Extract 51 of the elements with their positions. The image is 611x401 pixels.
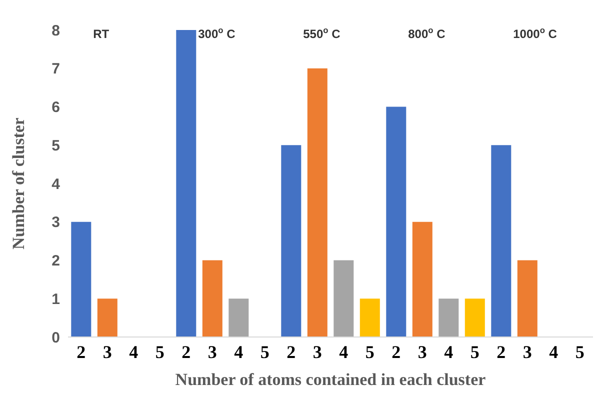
x-tick-label: 4 <box>234 342 244 362</box>
x-tick-label: 3 <box>522 342 532 362</box>
bar <box>71 222 92 337</box>
bar <box>281 145 302 337</box>
x-tick-label: 3 <box>102 342 112 362</box>
x-tick-label: 4 <box>444 342 454 362</box>
x-tick-label: 2 <box>76 342 86 362</box>
x-tick-label: 5 <box>470 342 480 362</box>
x-tick-label: 2 <box>286 342 296 362</box>
y-tick-label: 4 <box>52 176 61 193</box>
x-tick-label: 4 <box>339 342 348 362</box>
bar <box>176 30 196 337</box>
y-tick-label: 5 <box>52 137 60 154</box>
annotation: 300$^{o}$ C <box>198 25 236 41</box>
bar <box>464 298 485 337</box>
y-axis-title: Number of cluster <box>9 117 28 250</box>
bar <box>517 260 538 337</box>
x-tick-label: 2 <box>496 342 506 362</box>
x-tick-label: 5 <box>365 342 374 362</box>
bar <box>228 298 249 337</box>
bar <box>334 260 354 337</box>
x-axis-title: Number of atoms contained in each cluster <box>175 370 486 389</box>
bar <box>438 298 459 337</box>
x-tick-label: 3 <box>418 342 427 362</box>
annotation: 1000$^{o}$ C <box>513 25 558 41</box>
annotation: 550$^{o}$ C <box>303 25 341 41</box>
x-tick-label: 2 <box>182 342 191 362</box>
y-tick-label: 3 <box>52 214 60 232</box>
bar <box>386 106 406 337</box>
y-tick-label: 0 <box>52 329 60 346</box>
x-tick-label: 4 <box>549 342 558 362</box>
x-tick-label: 5 <box>155 342 164 362</box>
bar <box>307 68 328 337</box>
x-tick-label: 4 <box>129 342 138 362</box>
x-tick-label: 2 <box>392 342 401 362</box>
y-tick-label: 6 <box>52 99 60 116</box>
y-tick-label: 8 <box>52 22 60 40</box>
annotation: 800$^{o}$ C <box>408 25 446 41</box>
bar <box>97 298 118 337</box>
x-tick-label: 3 <box>312 342 322 362</box>
bar <box>360 298 380 337</box>
bar <box>202 260 222 337</box>
x-tick-label: 5 <box>260 342 270 362</box>
y-tick-label: 1 <box>52 290 60 308</box>
annotation: RT <box>93 27 110 41</box>
y-tick-label: 7 <box>52 60 60 78</box>
y-tick-label: 2 <box>52 252 60 270</box>
bar <box>491 145 512 337</box>
bar <box>412 222 432 337</box>
x-tick-label: 3 <box>208 342 217 362</box>
x-tick-label: 5 <box>575 342 584 362</box>
